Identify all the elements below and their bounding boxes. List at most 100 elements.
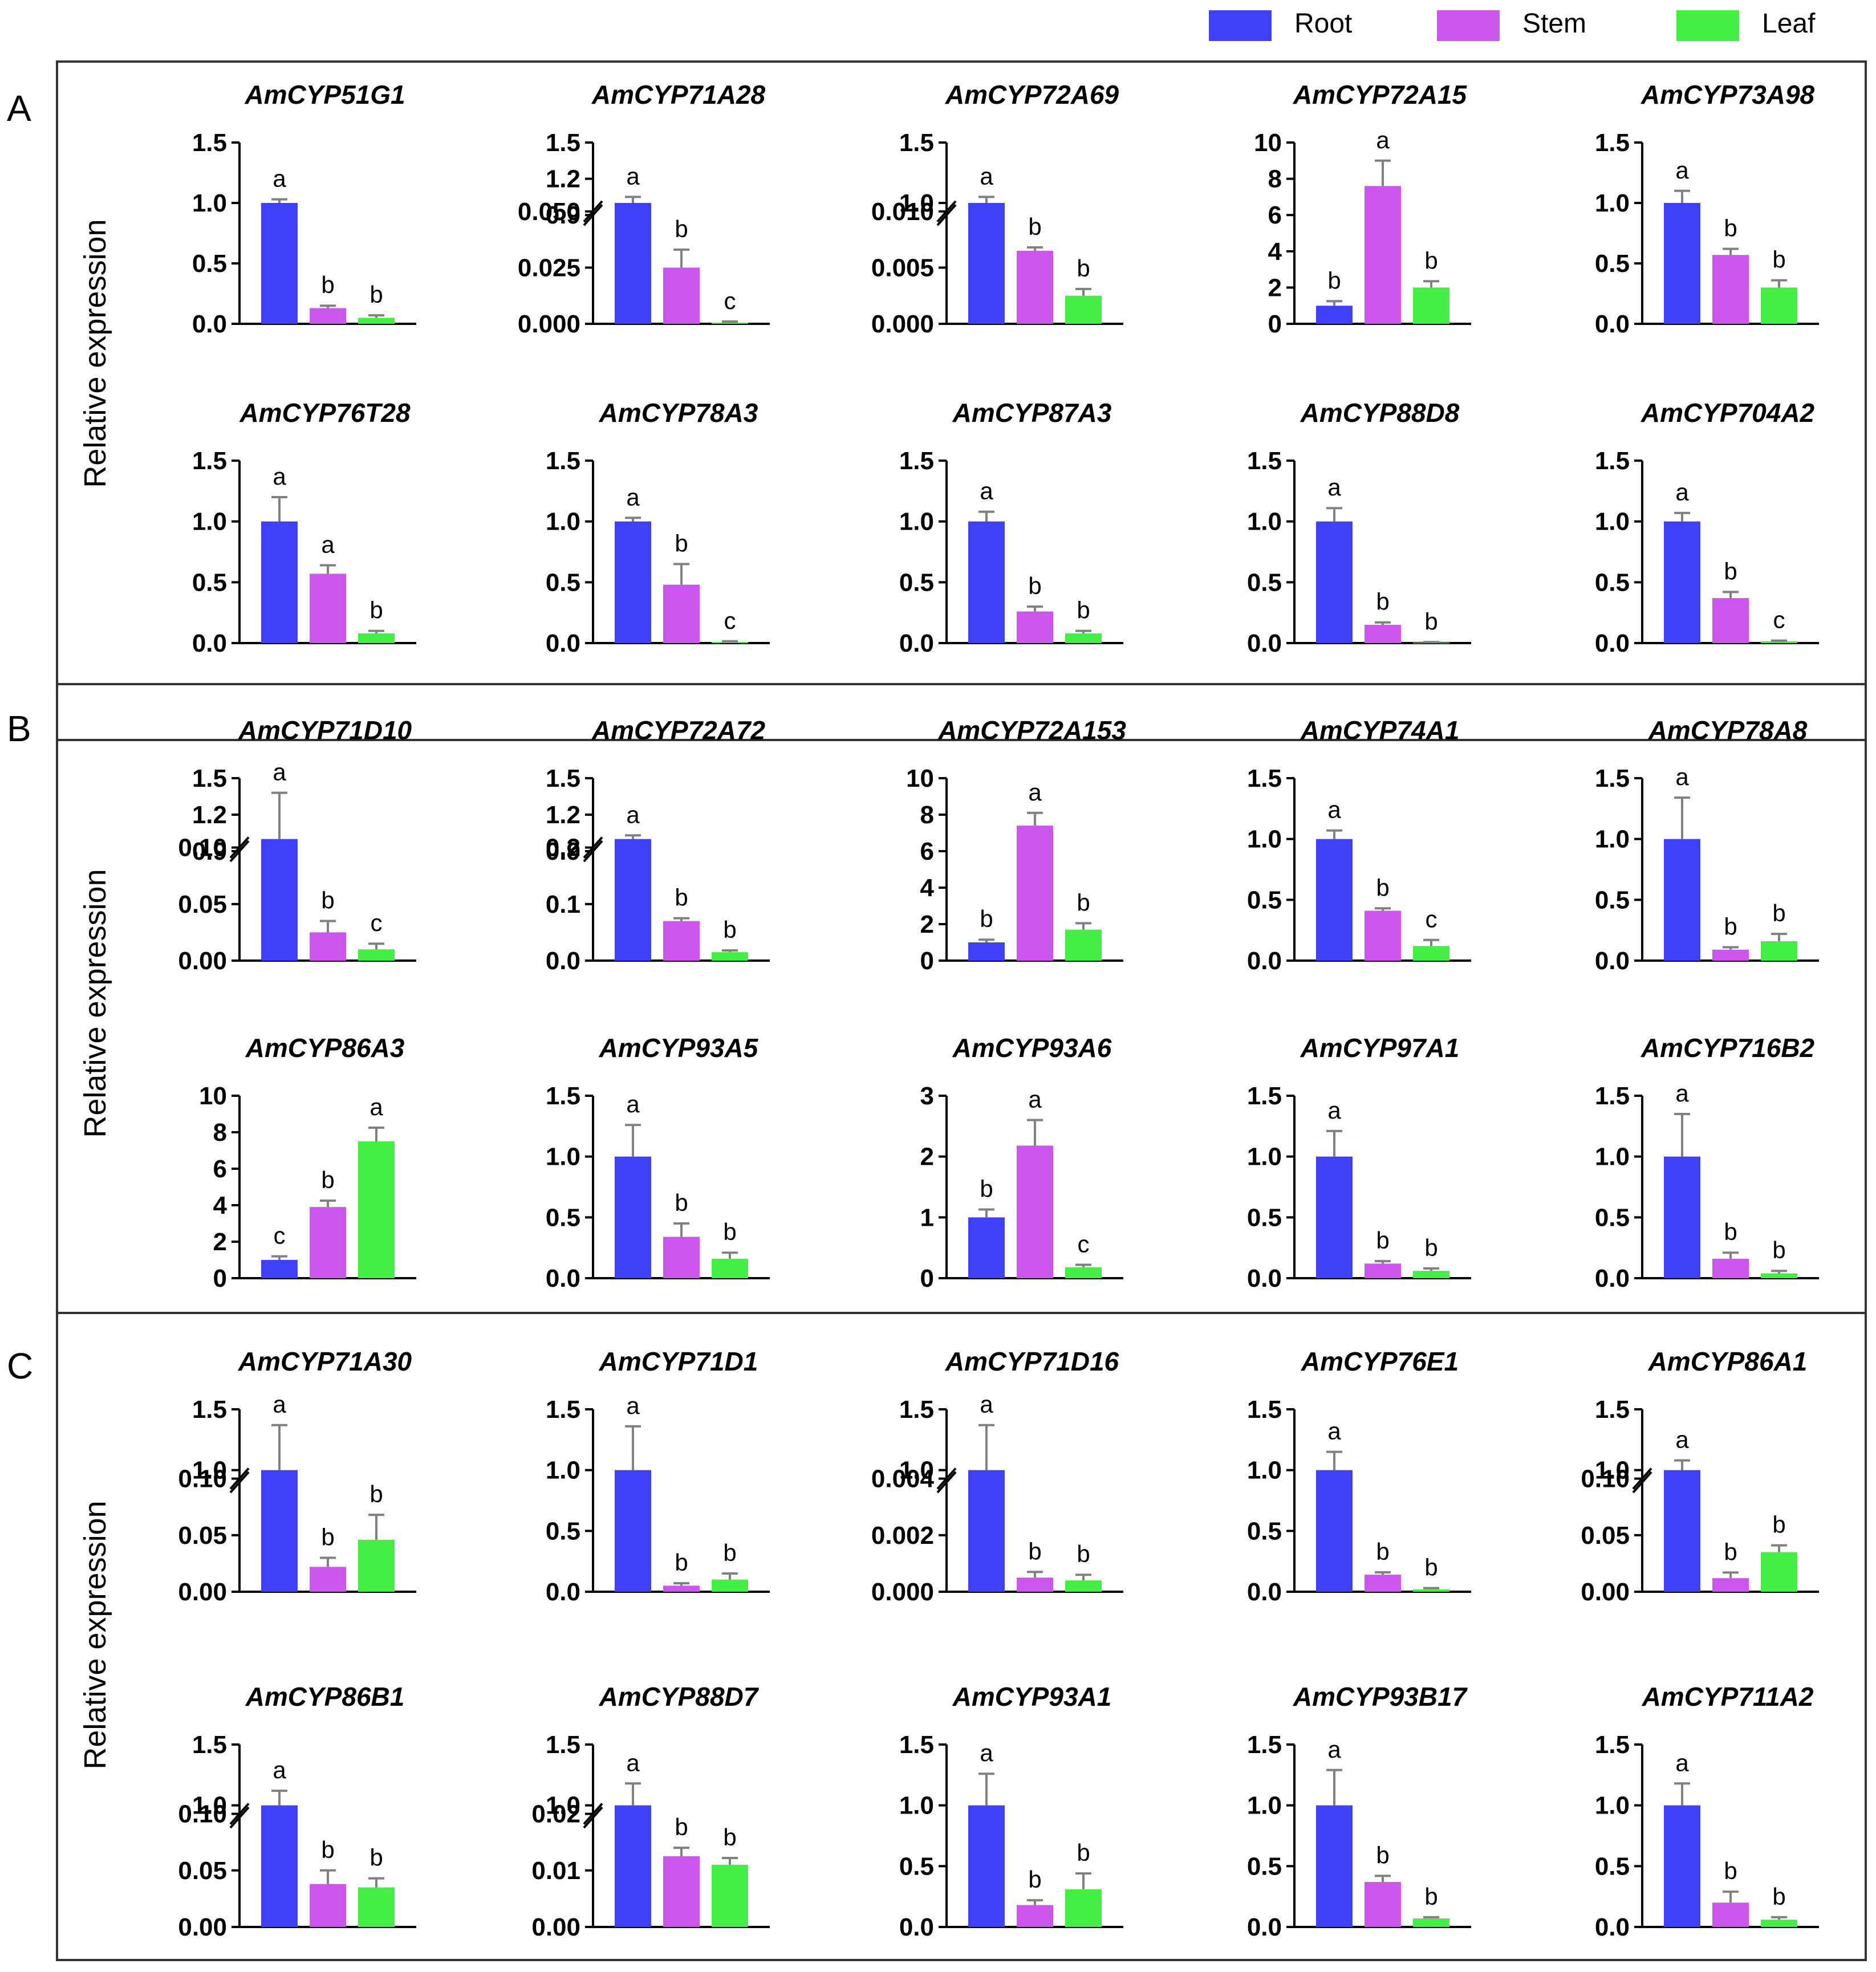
axis-break-mark: [936, 1471, 957, 1494]
y-tick-label: 0.5: [1247, 886, 1282, 914]
bar-leaf: [1761, 641, 1797, 643]
bar-stem: [1712, 1902, 1749, 1927]
bar-stem: [1365, 910, 1401, 961]
y-tick-label: 0.05: [1581, 1522, 1630, 1550]
significance-letter: a: [626, 1392, 640, 1419]
y-tick-label: 1.2: [546, 801, 580, 829]
significance-letter: a: [1327, 474, 1341, 501]
significance-letter: c: [274, 1222, 286, 1249]
y-tick-label: 1.5: [1595, 129, 1630, 157]
significance-letter: a: [1675, 763, 1689, 790]
significance-letter: b: [1376, 1538, 1389, 1565]
bar-stem: [310, 308, 346, 324]
y-tick-label: 0.10: [1581, 1465, 1630, 1493]
bar-root: [1316, 306, 1353, 324]
y-tick-label: 0.0: [546, 947, 580, 975]
bar-root: [615, 1814, 651, 1927]
y-tick-label: 1.5: [1247, 447, 1282, 475]
significance-letter: a: [273, 759, 286, 786]
bar-root: [261, 1260, 298, 1278]
bar-stem: [310, 1884, 346, 1927]
y-tick-label: 10: [906, 765, 934, 792]
y-tick-label: 1.5: [1595, 1731, 1630, 1759]
bar-root: [968, 942, 1005, 961]
significance-letter: b: [1724, 913, 1737, 940]
bar-root-upper: [615, 203, 651, 216]
y-tick-label: 0.5: [192, 568, 227, 596]
significance-letter: a: [626, 1749, 640, 1776]
y-tick-label: 0.2: [546, 834, 580, 862]
chart-title: AmCYP74A1: [1300, 715, 1460, 745]
bar-root: [1316, 839, 1353, 961]
significance-letter: a: [321, 531, 335, 558]
bar-root: [1316, 521, 1353, 643]
bar-stem: [1365, 186, 1401, 324]
y-tick-label: 0.0: [1247, 947, 1282, 975]
significance-letter: a: [626, 1091, 640, 1117]
bar-stem: [1017, 1145, 1053, 1278]
significance-letter: b: [723, 1218, 736, 1245]
significance-letter: b: [1724, 215, 1737, 242]
bar-root: [615, 847, 651, 961]
panel-letter: C: [7, 1345, 33, 1387]
bar-leaf: [1761, 941, 1797, 961]
significance-letter: b: [675, 1549, 688, 1576]
bar-root: [968, 1805, 1005, 1927]
y-tick-label: 4: [920, 874, 935, 902]
y-tick-label: 1.0: [192, 508, 227, 536]
bar-root: [1664, 1156, 1700, 1278]
bar-root-upper: [261, 1805, 298, 1818]
chart-title: AmCYP71A28: [591, 80, 766, 109]
significance-letter: b: [1724, 1857, 1737, 1884]
bar-stem: [1017, 826, 1053, 961]
significance-letter: c: [1426, 906, 1438, 933]
significance-letter: b: [723, 1824, 736, 1851]
significance-letter: b: [1772, 1511, 1785, 1538]
y-tick-label: 1.0: [1247, 1143, 1282, 1171]
chart-amcyp93a6: AmCYP93A6 0 1 2 3 b a c: [920, 1033, 1123, 1292]
chart-amcyp74a1: AmCYP74A1 0.0 0.5 1.0 1.5 a b c: [1247, 715, 1471, 975]
bar-root: [968, 1217, 1005, 1278]
significance-letter: b: [1424, 608, 1438, 635]
bar-root-upper: [968, 203, 1005, 216]
significance-letter: b: [1077, 597, 1090, 624]
y-tick-label: 2: [920, 1143, 934, 1171]
bar-leaf: [1413, 287, 1449, 324]
significance-letter: a: [1675, 1749, 1689, 1776]
bar-stem: [1712, 1258, 1749, 1278]
chart-title: AmCYP72A153: [937, 715, 1126, 745]
y-tick-label: 0.5: [546, 568, 580, 596]
y-tick-label: 1.5: [546, 1396, 580, 1424]
significance-letter: c: [1773, 607, 1785, 633]
y-tick-label: 0: [920, 1264, 934, 1292]
bar-root-upper: [1664, 1470, 1700, 1482]
bar-root-upper: [261, 839, 298, 851]
significance-letter: b: [675, 216, 688, 242]
bar-stem: [1712, 598, 1749, 643]
bar-stem: [1712, 255, 1749, 324]
y-tick-label: 0.010: [871, 198, 934, 226]
y-tick-label: 1.5: [1595, 1396, 1630, 1424]
chart-title: AmCYP78A3: [599, 398, 758, 428]
bar-leaf: [712, 1258, 748, 1278]
chart-amcyp78a8: AmCYP78A8 0.0 0.5 1.0 1.5 a b b: [1595, 715, 1819, 975]
y-tick-label: 1.0: [1595, 826, 1630, 853]
significance-letter: c: [371, 909, 383, 936]
bar-stem: [1365, 1263, 1401, 1278]
y-tick-label: 1.0: [546, 1143, 580, 1171]
significance-letter: a: [626, 801, 640, 828]
bar-root: [261, 1814, 298, 1927]
bar-leaf: [1065, 633, 1102, 643]
y-tick-label: 0.0: [1595, 947, 1630, 975]
bar-stem: [663, 1585, 700, 1592]
significance-letter: c: [724, 607, 736, 634]
y-tick-label: 1.0: [899, 1792, 934, 1820]
y-tick-label: 6: [920, 837, 934, 865]
significance-letter: a: [1327, 1736, 1341, 1763]
y-tick-label: 2: [920, 910, 934, 938]
y-tick-label: 0.9: [546, 837, 580, 865]
y-tick-label: 0.0: [1247, 629, 1282, 657]
chart-amcyp711a2: AmCYP711A2 0.0 0.5 1.0 1.5 a b b: [1595, 1682, 1819, 1941]
chart-amcyp97a1: AmCYP97A1 0.0 0.5 1.0 1.5 a b b: [1247, 1033, 1471, 1292]
